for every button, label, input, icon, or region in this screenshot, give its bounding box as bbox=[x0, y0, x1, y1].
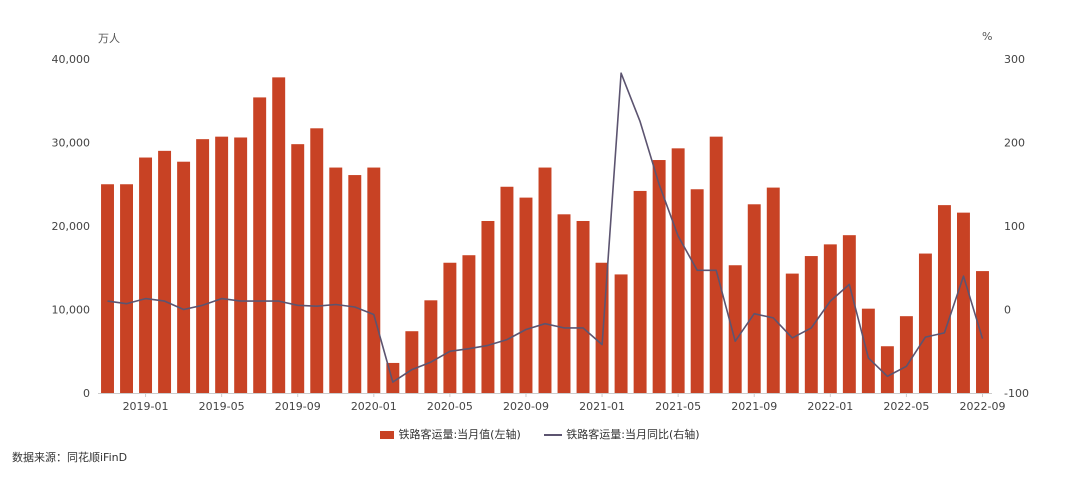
legend-line-label: 铁路客运量:当月同比(右轴) bbox=[566, 428, 700, 441]
bar-2022-02 bbox=[842, 235, 856, 393]
right-axis-unit: % bbox=[982, 30, 993, 43]
bar-2019-12 bbox=[348, 175, 362, 393]
legend-bar-swatch bbox=[380, 431, 395, 439]
bar-2022-09 bbox=[976, 271, 989, 393]
yoy-line bbox=[107, 72, 984, 383]
legend: 铁路客运量:当月值(左轴) 铁路客运量:当月同比(右轴) bbox=[0, 426, 1080, 442]
bar-2020-10 bbox=[538, 167, 552, 393]
legend-item-bar[interactable]: 铁路客运量:当月值(左轴) bbox=[380, 426, 521, 442]
bar-2020-08 bbox=[500, 186, 514, 393]
x-tick-label: 2021-09 bbox=[731, 400, 777, 413]
bar-2019-10 bbox=[310, 128, 324, 393]
bar-2022-03 bbox=[861, 308, 875, 393]
bar-2018-11 bbox=[101, 184, 114, 393]
bar-2019-03 bbox=[177, 161, 191, 393]
right-tick-label: 100 bbox=[1004, 220, 1025, 233]
axis-layer: 0 10,000 20,000 30,000 40,000 -100 0 100 200 300 2… bbox=[52, 53, 1029, 413]
bar-2021-02 bbox=[614, 274, 628, 393]
bar-2022-06 bbox=[918, 253, 932, 393]
bar-2020-03 bbox=[405, 331, 419, 393]
data-source-note: 数据来源：同花顺iFinD bbox=[12, 451, 128, 464]
left-tick-label: 20,000 bbox=[52, 220, 91, 233]
x-tick-label: 2022-05 bbox=[883, 400, 929, 413]
bar-2019-08 bbox=[272, 77, 286, 394]
bar-2019-01 bbox=[139, 157, 153, 393]
left-tick-label: 40,000 bbox=[52, 53, 91, 66]
bar-2022-05 bbox=[899, 316, 913, 393]
bar-2022-04 bbox=[880, 346, 894, 393]
right-tick-label: -100 bbox=[1004, 387, 1029, 400]
bar-2021-03 bbox=[633, 190, 647, 393]
legend-line-swatch bbox=[544, 434, 563, 436]
bar-2021-06 bbox=[690, 189, 704, 393]
left-tick-label: 10,000 bbox=[52, 304, 91, 317]
bar-2022-08 bbox=[957, 212, 970, 393]
left-axis-unit: 万人 bbox=[98, 32, 120, 45]
x-tick-label: 2021-05 bbox=[655, 400, 701, 413]
right-tick-label: 0 bbox=[1004, 304, 1011, 317]
bar-2021-11 bbox=[785, 273, 799, 393]
line-layer bbox=[107, 72, 984, 383]
bar-2021-12 bbox=[804, 256, 818, 393]
x-tick-label: 2022-01 bbox=[807, 400, 853, 413]
bar-2020-05 bbox=[443, 262, 457, 393]
bar-2019-04 bbox=[196, 139, 210, 393]
legend-bar-label: 铁路客运量:当月值(左轴) bbox=[398, 428, 521, 441]
bar-2020-07 bbox=[481, 220, 495, 393]
bar-2021-04 bbox=[652, 160, 666, 393]
bar-2021-05 bbox=[671, 148, 685, 393]
bar-2021-07 bbox=[709, 136, 723, 393]
x-tick-label: 2022-09 bbox=[960, 400, 1006, 413]
bar-2021-10 bbox=[766, 187, 780, 393]
bar-2019-11 bbox=[329, 167, 343, 393]
bar-2022-07 bbox=[937, 205, 951, 393]
bar-2021-08 bbox=[728, 265, 742, 393]
bar-2020-06 bbox=[462, 255, 476, 393]
x-tick-label: 2019-05 bbox=[199, 400, 245, 413]
bar-2019-02 bbox=[158, 150, 172, 393]
bar-2020-11 bbox=[557, 214, 571, 393]
bar-2019-05 bbox=[215, 136, 229, 393]
left-tick-label: 0 bbox=[83, 387, 90, 400]
right-tick-label: 200 bbox=[1004, 137, 1025, 150]
bar-2022-01 bbox=[823, 244, 837, 393]
x-tick-label: 2019-01 bbox=[123, 400, 169, 413]
bar-2019-07 bbox=[253, 97, 267, 393]
bar-2020-09 bbox=[519, 197, 533, 393]
bars-layer bbox=[101, 77, 989, 394]
bar-2020-12 bbox=[576, 220, 590, 393]
x-tick-label: 2020-05 bbox=[427, 400, 473, 413]
right-tick-label: 300 bbox=[1004, 53, 1025, 66]
bar-2021-09 bbox=[747, 204, 761, 393]
legend-item-line[interactable]: 铁路客运量:当月同比(右轴) bbox=[544, 426, 700, 442]
bar-2019-06 bbox=[234, 137, 248, 393]
left-tick-label: 30,000 bbox=[52, 137, 91, 150]
x-tick-label: 2021-01 bbox=[579, 400, 625, 413]
x-tick-label: 2019-09 bbox=[275, 400, 321, 413]
x-tick-label: 2020-01 bbox=[351, 400, 397, 413]
bar-2018-12 bbox=[120, 184, 133, 393]
bar-2020-04 bbox=[424, 300, 438, 393]
bar-2020-01 bbox=[367, 167, 381, 393]
bar-2019-09 bbox=[291, 144, 305, 393]
x-tick-label: 2020-09 bbox=[503, 400, 549, 413]
